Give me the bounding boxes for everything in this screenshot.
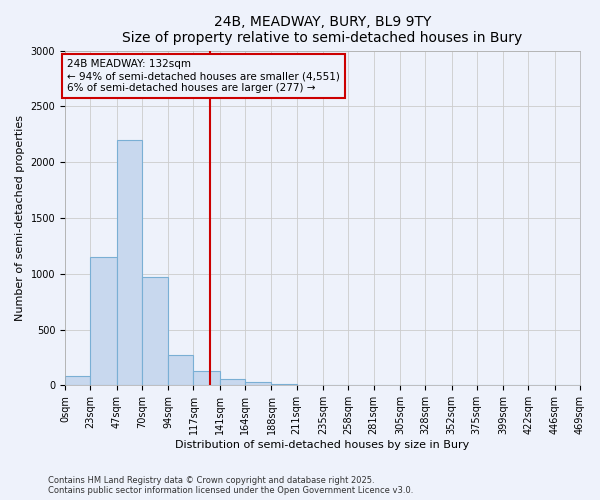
Text: Contains HM Land Registry data © Crown copyright and database right 2025.
Contai: Contains HM Land Registry data © Crown c… [48,476,413,495]
Bar [168,355,193,386]
Bar [220,378,245,386]
Bar [297,385,323,386]
Bar [271,384,297,386]
Text: 24B MEADWAY: 132sqm
← 94% of semi-detached houses are smaller (4,551)
6% of semi: 24B MEADWAY: 132sqm ← 94% of semi-detach… [67,60,340,92]
Bar [193,371,220,386]
Bar [116,140,142,386]
Bar [142,277,168,386]
Bar [65,376,90,386]
X-axis label: Distribution of semi-detached houses by size in Bury: Distribution of semi-detached houses by … [175,440,470,450]
Bar [90,257,116,386]
Bar [245,382,271,386]
Title: 24B, MEADWAY, BURY, BL9 9TY
Size of property relative to semi-detached houses in: 24B, MEADWAY, BURY, BL9 9TY Size of prop… [122,15,523,45]
Y-axis label: Number of semi-detached properties: Number of semi-detached properties [15,115,25,321]
